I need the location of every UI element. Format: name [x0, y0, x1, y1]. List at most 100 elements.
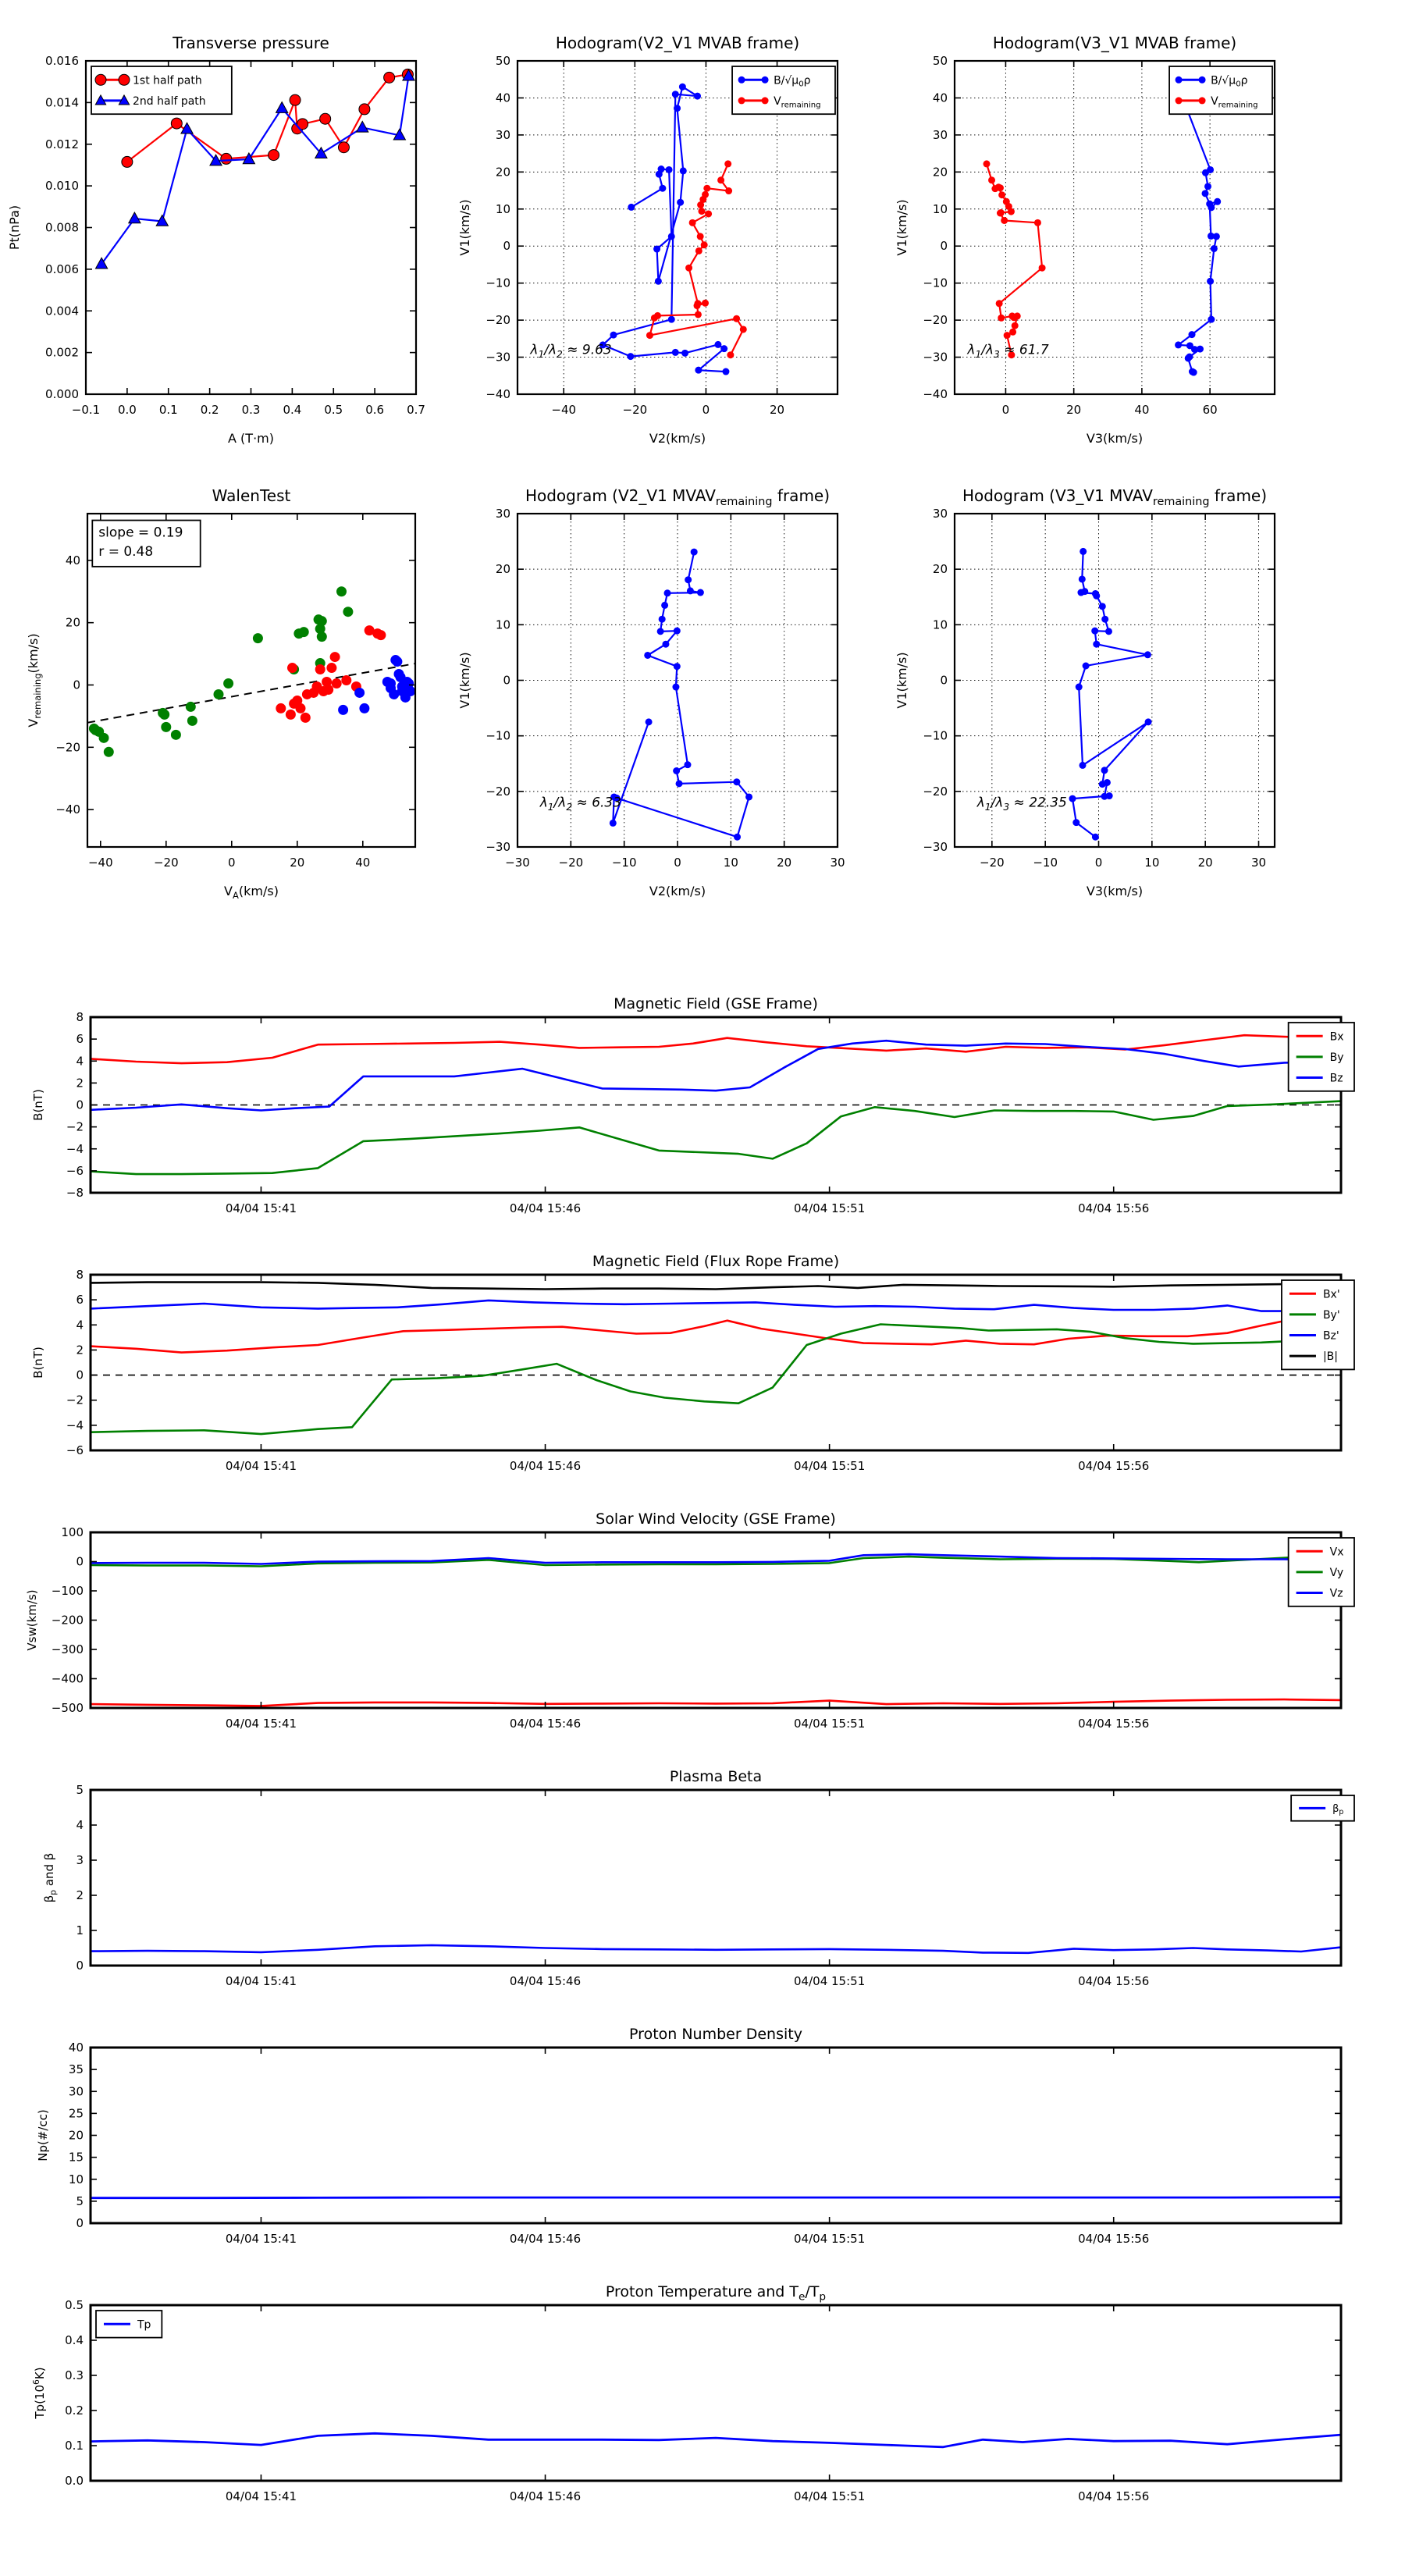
y-tick-label: 0.016 — [45, 54, 79, 68]
legend-label: Tp — [137, 2318, 151, 2331]
title-proton-temperature: Proton Temperature and Te/Tp — [606, 2283, 826, 2304]
legend-item-tp: Tp — [104, 2318, 151, 2331]
y-tick-label: −500 — [52, 1701, 84, 1715]
y-tick-label: −10 — [923, 276, 948, 290]
legend: B/√μ0ρ Vremaining — [1168, 66, 1273, 116]
xlabel-hodogram-v3v1-mvab: V3(km/s) — [1087, 431, 1143, 446]
series-Np — [91, 2196, 1341, 2200]
x-tick-label: −20 — [559, 856, 584, 870]
axes-frame — [86, 512, 417, 849]
legend: Tp — [95, 2310, 163, 2339]
y-tick-label: 0.008 — [45, 221, 79, 235]
y-tick-label: 0 — [76, 1368, 84, 1382]
legend-item-v-remaining-: Vremaining — [1175, 95, 1258, 109]
legend: Bx By Bz — [1287, 1022, 1355, 1092]
x-tick-label: 04/04 15:46 — [510, 1717, 581, 1731]
panel-magnetic-field-flux-rope: 04/04 15:41 04/04 15:46 04/04 15:51 04/04 1… — [0, 1229, 1405, 1487]
y-tick-label: −8 — [66, 1186, 84, 1200]
x-tick-label: 30 — [830, 856, 845, 870]
y-tick-label: 0.0 — [65, 2474, 84, 2488]
legend-label: Vx — [1330, 1546, 1344, 1558]
walen-test-chart: −40 −20 0 20 40 −40 −20 0 20 40 WalenTest VA(km/s) V… — [26, 486, 417, 901]
y-tick-label: 20 — [496, 165, 510, 179]
annotation-text: λ1/λ2 ≈ 9.63 — [529, 343, 611, 360]
y-tick-label: 50 — [933, 54, 948, 68]
y-tick-label: 4 — [76, 1054, 84, 1068]
y-tick-label: 5 — [76, 1783, 84, 1797]
series-V-remaining-hodogram — [646, 160, 747, 359]
legend: Bx' By' Bz' |B| — [1281, 1279, 1355, 1371]
legend-label: B/√μ0ρ — [774, 74, 811, 88]
panel-proton-temperature: 04/04 15:41 04/04 15:46 04/04 15:51 04/04 1… — [0, 2260, 1405, 2576]
x-tick-label: 60 — [1203, 403, 1218, 417]
y-tick-label: 0.3 — [65, 2368, 84, 2382]
y-tick-label: 100 — [61, 1525, 84, 1539]
y-tick-label: 10 — [69, 2172, 84, 2186]
series-group — [1069, 547, 1152, 841]
series-beta-p — [91, 1944, 1341, 1955]
panel-transverse-pressure: −0.1 0.0 0.1 0.2 0.3 0.4 0.5 0.6 0.7 0.000 0.002 0.… — [0, 6, 500, 475]
y-tick-label: −20 — [486, 313, 510, 327]
series-group — [91, 1281, 1341, 1436]
x-tick-label: 04/04 15:41 — [226, 2232, 297, 2246]
y-tick-label: 25 — [69, 2106, 84, 2120]
ticks — [517, 513, 838, 848]
y-tick-label: 20 — [933, 562, 948, 576]
x-tick-label: 04/04 15:46 — [510, 1974, 581, 1988]
series-group — [91, 2432, 1341, 2449]
x-tick-label: 0.0 — [118, 403, 137, 417]
x-tick-label: 04/04 15:41 — [226, 1459, 297, 1473]
series-group — [599, 83, 747, 375]
y-tick-label: 30 — [496, 128, 510, 142]
y-tick-label: −4 — [66, 1142, 84, 1156]
title-hodogram-v3v1-mvav: Hodogram (V3_V1 MVAVremaining frame) — [962, 486, 1267, 508]
series-Bx-prime — [91, 1316, 1341, 1354]
ylabel-proton-number-density: Np(#/cc) — [36, 2109, 50, 2161]
y-tick-label: 15 — [69, 2151, 84, 2165]
y-tick-label: −30 — [486, 350, 510, 365]
panel-hodogram-v2v1-mvav: −30 −20 −10 0 10 20 30 −30 −20 −10 0 10 20 30 Hodogram… — [432, 482, 884, 960]
legend-item-1st-half-path: 1st half path — [94, 73, 202, 87]
ticks — [91, 1789, 1341, 1966]
legend: βp — [1290, 1795, 1355, 1822]
x-tick-label: 0 — [1002, 403, 1010, 417]
ylabel-hodogram-v3v1-mvab: V1(km/s) — [895, 199, 909, 255]
x-tick-label: −20 — [154, 856, 179, 870]
annotation-text: λ1/λ3 ≈ 22.35 — [976, 795, 1067, 813]
x-tick-label: 10 — [724, 856, 738, 870]
x-tick-label: 04/04 15:56 — [1078, 1717, 1149, 1731]
legend-item-bz-: Bz' — [1289, 1330, 1339, 1343]
legend-label: Bx' — [1323, 1288, 1340, 1300]
xlabel-hodogram-v2v1-mvav: V2(km/s) — [649, 884, 706, 898]
ylabel-magnetic-field-flux-rope: B(nT) — [31, 1347, 45, 1379]
y-tick-label: 40 — [69, 2041, 84, 2055]
y-tick-label: 0.4 — [65, 2333, 84, 2347]
y-tick-label: 4 — [76, 1318, 84, 1332]
y-tick-label: −20 — [923, 313, 948, 327]
series-group — [91, 1553, 1341, 1707]
y-tick-label: 2 — [76, 1343, 84, 1357]
y-tick-label: −2 — [66, 1393, 84, 1407]
y-tick-label: 40 — [496, 91, 510, 105]
y-tick-label: 0 — [76, 1098, 84, 1112]
x-tick-label: 40 — [355, 856, 370, 870]
legend-item-b-0-: B/√μ0ρ — [738, 74, 811, 89]
magnetic-field-flux-rope-chart: 04/04 15:41 04/04 15:46 04/04 15:51 04/04 1… — [31, 1253, 1355, 1473]
y-tick-label: 0 — [940, 239, 948, 253]
y-tick-label: −30 — [486, 840, 510, 854]
y-tick-label: 1 — [76, 1923, 84, 1937]
y-tick-label: 40 — [66, 553, 80, 568]
title-magnetic-field-gse: Magnetic Field (GSE Frame) — [614, 995, 818, 1012]
x-tick-label: 04/04 15:56 — [1078, 2489, 1149, 2503]
y-tick-label: 10 — [496, 617, 510, 632]
y-tick-label: 0 — [76, 2216, 84, 2230]
x-tick-label: 04/04 15:41 — [226, 2489, 297, 2503]
magnetic-field-gse-chart: 04/04 15:41 04/04 15:46 04/04 15:51 04/04 1… — [31, 995, 1355, 1215]
x-tick-label: 20 — [1066, 403, 1081, 417]
x-tick-label: 04/04 15:56 — [1078, 2232, 1149, 2246]
y-tick-label: 30 — [496, 507, 510, 521]
x-tick-label: 40 — [1134, 403, 1149, 417]
series-2nd half path — [94, 69, 415, 269]
title-transverse-pressure: Transverse pressure — [172, 34, 329, 52]
